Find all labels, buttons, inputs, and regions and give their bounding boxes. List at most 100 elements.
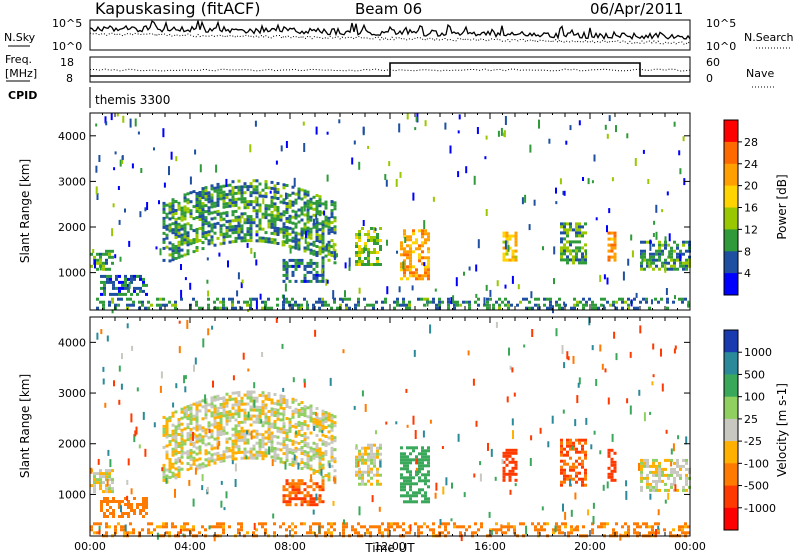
cell	[208, 429, 211, 434]
cell	[195, 410, 199, 414]
cell	[321, 267, 325, 271]
cell	[219, 212, 223, 216]
cell	[111, 490, 114, 494]
cell	[333, 204, 337, 208]
cell	[600, 522, 603, 526]
cell	[511, 460, 515, 464]
cell	[306, 463, 310, 467]
cell	[514, 249, 518, 253]
cell	[186, 453, 190, 457]
cell	[424, 268, 427, 272]
cell	[276, 209, 280, 212]
cell	[508, 237, 512, 241]
power-colorbar-tick: 16	[744, 202, 758, 215]
cell	[409, 238, 412, 242]
cell	[363, 297, 366, 301]
cell	[315, 224, 319, 227]
cell	[261, 212, 265, 216]
cell	[514, 451, 518, 455]
cell	[324, 444, 328, 447]
cell	[423, 297, 426, 301]
cell	[112, 286, 115, 290]
cell	[562, 503, 564, 512]
cell	[228, 413, 232, 417]
cell	[171, 525, 174, 529]
cell	[240, 215, 244, 219]
cell	[165, 423, 169, 427]
cell	[409, 482, 412, 486]
cell	[534, 303, 537, 307]
cell	[406, 253, 409, 257]
cell	[367, 452, 370, 456]
velocity-colorbar-swatch	[724, 352, 738, 375]
cell	[309, 251, 313, 255]
cell	[673, 479, 676, 483]
cell	[450, 518, 453, 522]
cell	[216, 525, 219, 529]
cell	[354, 528, 357, 532]
cell	[165, 245, 169, 249]
cell	[98, 525, 101, 533]
cell	[569, 444, 572, 448]
cell	[560, 246, 563, 250]
cell	[102, 481, 105, 485]
cell	[273, 420, 277, 423]
cell	[213, 425, 217, 429]
cell	[213, 225, 217, 229]
cell	[412, 271, 415, 275]
cell	[600, 525, 603, 529]
cell	[234, 451, 238, 455]
cell	[192, 528, 195, 532]
cell	[457, 171, 460, 178]
time-xlabel: Time UT	[364, 541, 415, 554]
cell	[93, 475, 96, 479]
cell	[300, 413, 304, 416]
cell	[237, 221, 241, 225]
cell	[321, 300, 324, 304]
cell	[225, 205, 229, 209]
cell	[303, 444, 307, 448]
cell	[566, 258, 569, 262]
cell	[633, 297, 636, 301]
cell	[610, 237, 614, 241]
cell	[566, 261, 569, 265]
cell	[270, 306, 273, 310]
cell	[640, 488, 643, 492]
cell	[477, 239, 480, 249]
cell	[252, 408, 256, 412]
cell	[358, 260, 361, 263]
cell	[458, 114, 461, 120]
cell	[201, 399, 205, 403]
cell	[243, 402, 247, 406]
cell	[300, 236, 304, 240]
cell	[578, 228, 581, 232]
cell	[658, 267, 661, 271]
cell	[168, 241, 172, 245]
cell	[246, 402, 250, 406]
cell	[318, 525, 321, 534]
cell	[373, 239, 376, 242]
cell	[106, 500, 109, 503]
cell	[510, 525, 513, 529]
cell	[441, 300, 444, 304]
cell	[133, 289, 136, 293]
cell	[578, 377, 581, 385]
cell	[584, 243, 587, 247]
cell	[222, 408, 226, 412]
cell	[100, 286, 103, 290]
cell	[291, 273, 295, 277]
cell	[366, 531, 369, 535]
cell	[374, 228, 377, 231]
cell	[194, 357, 197, 365]
cell	[134, 430, 137, 437]
cell	[591, 306, 594, 310]
velocity-colorbar-tick: -1000	[744, 502, 776, 515]
cell	[355, 251, 358, 254]
cell	[306, 229, 310, 233]
velocity-colorbar-title: Velocity [m s-1]	[775, 383, 789, 477]
cell	[195, 467, 199, 471]
cell	[213, 243, 217, 247]
cell	[569, 441, 572, 445]
cell	[578, 471, 581, 475]
cell	[361, 251, 364, 254]
